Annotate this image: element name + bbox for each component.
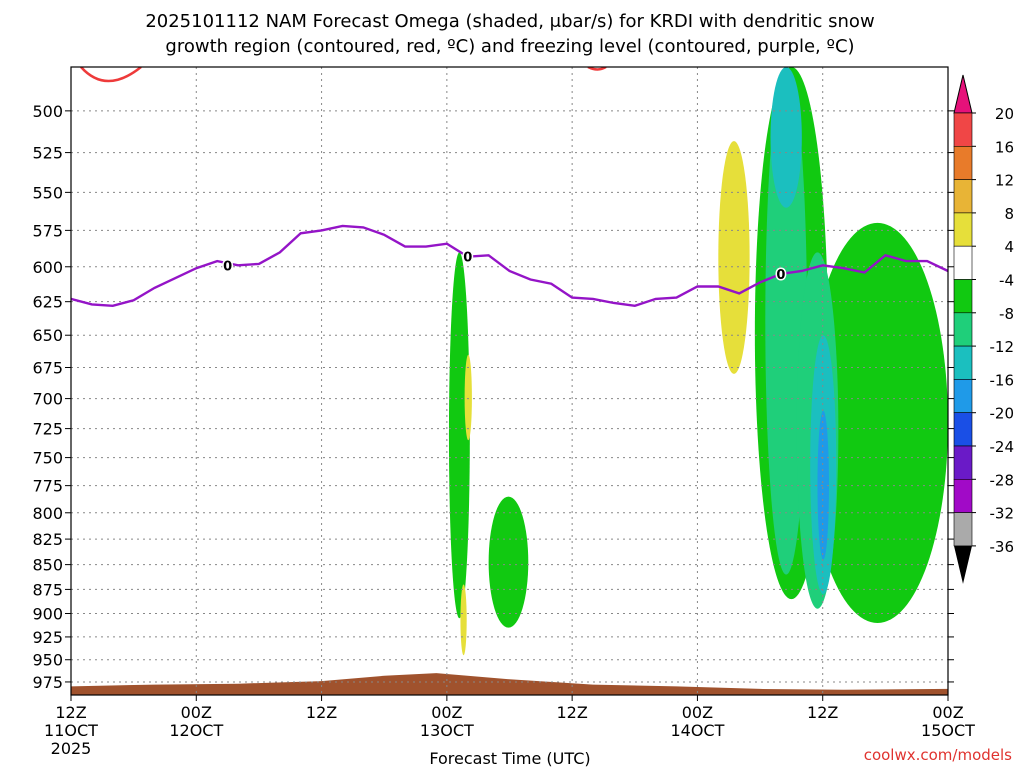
x-tick-label-time: 00Z — [181, 703, 212, 722]
y-tick-label: 625 — [32, 293, 63, 312]
omega-region-4 — [765, 67, 808, 575]
x-tick-label-time: 00Z — [431, 703, 462, 722]
x-tick-label-year: 2025 — [51, 739, 92, 758]
y-tick-label: 575 — [32, 221, 63, 240]
y-tick-label: 600 — [32, 258, 63, 277]
colorbar-label: -4 — [999, 272, 1014, 290]
freezing-level-line — [71, 224, 948, 308]
colorbar-swatch — [953, 245, 973, 280]
x-tick-label-time: 12Z — [807, 703, 838, 722]
plot-frame — [70, 66, 949, 696]
omega-region-3 — [807, 222, 948, 623]
colorbar-top-arrow — [953, 74, 973, 114]
omega-region-1 — [488, 496, 529, 628]
colorbar-swatch — [953, 512, 973, 547]
x-axis-label: Forecast Time (UTC) — [429, 749, 590, 768]
x-tick-label-date: 13OCT — [420, 721, 474, 740]
dgz-contour-mid — [587, 67, 607, 71]
y-tick-label: 925 — [32, 628, 63, 647]
omega-region-8 — [817, 410, 829, 560]
colorbar-label: -28 — [990, 471, 1015, 489]
colorbar: 20 16 12 8 4 -4 -8 -12 -16 -20 -24 -28 -32 -36 — [953, 74, 1015, 584]
freezing-level-label: 0 — [223, 259, 232, 274]
y-tick-label: 950 — [32, 651, 63, 670]
omega-region-11 — [460, 584, 467, 656]
colorbar-label: -36 — [990, 538, 1015, 556]
colorbar-swatch — [953, 212, 973, 247]
dgz-contour-left — [80, 67, 142, 83]
x-tick-label-date: 11OCT — [44, 721, 98, 740]
axes: 500 525 550 575 600 625 650 675 700 725 750 775 800 8… — [32, 66, 975, 758]
colorbar-swatch — [953, 379, 973, 413]
omega-region-6 — [770, 67, 802, 208]
x-tick-label-time: 12Z — [306, 703, 337, 722]
y-tick-label: 725 — [32, 420, 63, 439]
y-tick-label: 550 — [32, 183, 63, 202]
omega-region-0 — [448, 252, 470, 619]
colorbar-bottom-arrow — [954, 545, 972, 584]
y-tick-label: 800 — [32, 504, 63, 523]
colorbar-swatch — [953, 112, 973, 147]
y-tick-label: 975 — [32, 673, 63, 692]
y-tick-label: 750 — [32, 449, 63, 468]
colorbar-label: -24 — [990, 438, 1015, 456]
y-tick-label: 850 — [32, 556, 63, 575]
x-tick-label-date: 12OCT — [169, 721, 223, 740]
y-tick-label: 875 — [32, 580, 63, 599]
omega-region-9 — [718, 141, 750, 374]
terrain-area — [71, 673, 948, 695]
x-tick-label-time: 12Z — [556, 703, 587, 722]
freezing-level-label: 0 — [463, 251, 472, 266]
y-tick-label: 500 — [32, 102, 63, 121]
colorbar-swatch — [953, 445, 973, 480]
x-tick-label-time: 12Z — [55, 703, 86, 722]
colorbar-label: -8 — [999, 305, 1014, 323]
y-tick-label: 775 — [32, 477, 63, 496]
colorbar-label: 8 — [1004, 205, 1014, 223]
colorbar-label: 20 — [995, 105, 1014, 123]
colorbar-label: 4 — [1004, 238, 1014, 256]
colorbar-label: -12 — [990, 338, 1015, 356]
colorbar-label: -16 — [990, 371, 1015, 389]
colorbar-label: -32 — [990, 505, 1015, 523]
colorbar-swatch — [953, 279, 973, 314]
colorbar-label: 16 — [995, 138, 1014, 156]
chart-title-line-1: 2025101112 NAM Forecast Omega (shaded, μ… — [145, 11, 874, 32]
x-tick-label-time: 00Z — [682, 703, 713, 722]
y-tick-label: 675 — [32, 358, 63, 377]
colorbar-swatch — [953, 312, 973, 347]
plot-area: 0 0 0 — [71, 67, 948, 695]
colorbar-label: 12 — [995, 172, 1014, 190]
y-tick-label: 525 — [32, 144, 63, 163]
plot-inner: 0 0 0 — [71, 67, 948, 695]
credit-text[interactable]: coolwx.com/models — [864, 746, 1012, 764]
chart-title-line-2: growth region (contoured, red, ºC) and f… — [165, 36, 854, 57]
y-tick-label: 825 — [32, 530, 63, 549]
y-tick-label: 900 — [32, 604, 63, 623]
colorbar-swatch — [953, 478, 973, 513]
y-tick-label: 650 — [32, 326, 63, 345]
y-tick-label: 700 — [32, 390, 63, 409]
colorbar-swatch — [953, 179, 973, 214]
freezing-level-label: 0 — [776, 268, 785, 283]
x-tick-label-time: 00Z — [932, 703, 963, 722]
omega-region-10 — [464, 354, 472, 441]
colorbar-swatch — [953, 412, 973, 447]
colorbar-swatch — [953, 146, 973, 180]
x-tick-label-date: 14OCT — [670, 721, 724, 740]
x-tick-label-date: 15OCT — [921, 721, 975, 740]
colorbar-label: -20 — [990, 405, 1015, 423]
colorbar-swatch — [953, 345, 973, 380]
